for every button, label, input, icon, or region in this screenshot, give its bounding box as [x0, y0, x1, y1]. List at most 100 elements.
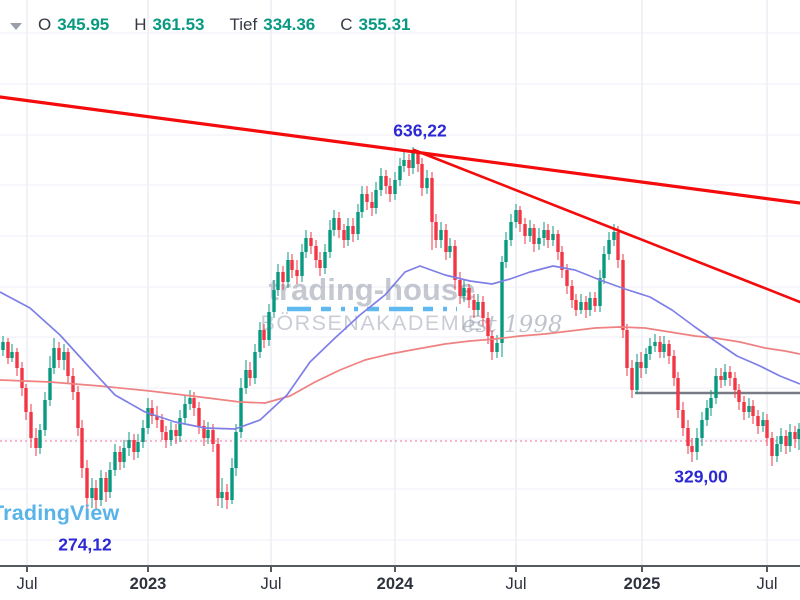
- candle: [737, 384, 741, 410]
- axis-tick-label: Jul: [756, 575, 778, 593]
- ma-slow-line[interactable]: [0, 326, 800, 404]
- candle: [462, 280, 466, 302]
- candle: [346, 218, 350, 246]
- candle: [667, 340, 671, 364]
- candle: [458, 272, 462, 304]
- price-annotation: 329,00: [674, 466, 728, 487]
- candle: [141, 420, 145, 448]
- candle: [295, 260, 299, 284]
- axis-tick-mark: [766, 567, 768, 572]
- candle: [374, 182, 378, 214]
- candle: [244, 360, 248, 394]
- candle: [546, 224, 550, 248]
- candle: [662, 336, 666, 358]
- candle: [537, 228, 541, 250]
- candle: [370, 192, 374, 216]
- gridlines: [0, 0, 800, 565]
- candle: [38, 424, 42, 454]
- axis-tick-label: 2025: [623, 575, 661, 593]
- candle: [747, 398, 751, 418]
- candle: [337, 212, 341, 238]
- candle: [127, 432, 131, 456]
- legend-close-label: C: [340, 15, 353, 34]
- candle: [509, 214, 513, 246]
- candle: [118, 446, 122, 470]
- axis-tick-mark: [26, 567, 28, 572]
- candle: [150, 400, 154, 424]
- candle: [146, 398, 150, 434]
- candle: [593, 292, 597, 312]
- candle: [351, 218, 355, 242]
- legend-high-value: 361.53: [152, 15, 205, 34]
- candle: [444, 224, 448, 260]
- candle: [709, 390, 713, 416]
- tradingview-logo[interactable]: TradingView: [0, 501, 120, 525]
- candle: [122, 440, 126, 468]
- candle: [765, 414, 769, 446]
- candle: [797, 423, 800, 450]
- candle: [267, 304, 271, 346]
- candle: [588, 292, 592, 316]
- candle: [742, 396, 746, 420]
- candle: [132, 434, 136, 460]
- trendline[interactable]: [412, 148, 800, 304]
- candle: [94, 480, 98, 510]
- candle: [407, 154, 411, 176]
- time-axis[interactable]: Jul 2023 Jul 2024 Jul 2025 Jul: [0, 565, 800, 600]
- candle: [775, 436, 779, 462]
- candle: [719, 368, 723, 388]
- collapse-legend-icon[interactable]: [10, 23, 22, 30]
- candle: [276, 264, 280, 296]
- legend-low-value: 334.36: [263, 15, 316, 34]
- candle: [518, 206, 522, 232]
- candle: [476, 294, 480, 316]
- candle: [434, 214, 438, 248]
- candle: [332, 210, 336, 236]
- legend-close: C 355.31: [340, 15, 410, 35]
- candle: [43, 392, 47, 436]
- candle: [258, 322, 262, 358]
- candle: [113, 444, 117, 476]
- candle: [551, 226, 555, 246]
- candle: [635, 354, 639, 394]
- candle: [625, 324, 629, 376]
- candle: [723, 364, 727, 386]
- watermark-brand: trading-house: [269, 272, 476, 307]
- candle: [342, 224, 346, 248]
- axis-tick-mark: [515, 567, 517, 572]
- ma-fast-line[interactable]: [0, 265, 800, 430]
- candle: [52, 338, 56, 374]
- candle: [164, 426, 168, 448]
- candle: [695, 428, 699, 460]
- candle: [136, 434, 140, 458]
- candle: [472, 294, 476, 318]
- candle: [770, 432, 774, 466]
- candle: [579, 294, 583, 314]
- candle: [323, 244, 327, 274]
- candle: [616, 226, 620, 268]
- candle: [300, 244, 304, 282]
- axis-tick-mark: [147, 567, 149, 572]
- candle: [453, 240, 457, 290]
- candle: [239, 378, 243, 438]
- candle: [66, 348, 70, 384]
- trendline[interactable]: [0, 95, 800, 205]
- candle: [230, 458, 234, 504]
- candle: [630, 360, 634, 398]
- candle: [318, 252, 322, 276]
- candle: [448, 238, 452, 258]
- candles-series: [1, 147, 800, 512]
- axis-tick-label: Jul: [260, 575, 282, 593]
- candle: [48, 356, 52, 406]
- axis-tick-label: Jul: [505, 575, 527, 593]
- candle: [314, 240, 318, 268]
- candle: [197, 402, 201, 434]
- candle: [672, 350, 676, 386]
- candle: [328, 220, 332, 258]
- legend-close-value: 355.31: [358, 15, 411, 34]
- legend-open-value: 345.95: [57, 15, 110, 34]
- candle: [169, 422, 173, 446]
- candle: [304, 230, 308, 258]
- watermark-academy: BÖRSENAKADEMIE: [261, 311, 484, 335]
